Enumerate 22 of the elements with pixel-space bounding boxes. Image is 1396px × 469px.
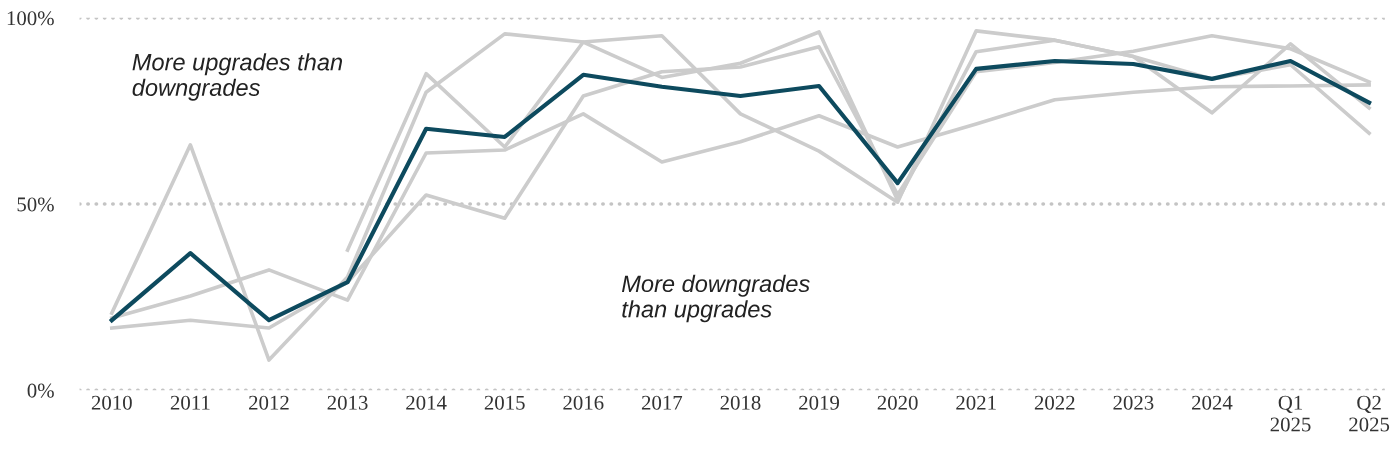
x-tick-label: 2019 [799, 395, 840, 410]
x-tick-label: 2012 [249, 395, 289, 410]
x-tick-label: Q1 2025 [1270, 395, 1311, 432]
x-tick-label: 2023 [1113, 395, 1154, 410]
x-tick-label: 2015 [484, 395, 525, 410]
x-tick-label: 2017 [641, 395, 683, 410]
x-tick-label: 2020 [877, 395, 918, 410]
annotation: More downgrades than upgrades [621, 274, 810, 323]
x-tick-label: 2021 [956, 395, 996, 410]
x-tick-label: 2010 [91, 395, 132, 410]
x-tick-label: Q2 2025 [1349, 395, 1390, 432]
annotation: More upgrades than downgrades [132, 53, 343, 101]
x-tick-label: 2013 [327, 395, 368, 410]
x-tick-label: 2014 [406, 395, 447, 410]
x-tick-label: 2022 [1034, 395, 1075, 410]
x-tick-label: 2024 [1192, 395, 1233, 410]
x-tick-label: 2011 [170, 395, 210, 410]
x-tick-label: 2016 [563, 395, 604, 410]
x-tick-label: 2018 [720, 395, 761, 410]
y-tick-label: 0% [27, 383, 54, 398]
y-tick-label: 50% [17, 197, 54, 212]
y-tick-label: 100% [7, 11, 54, 26]
